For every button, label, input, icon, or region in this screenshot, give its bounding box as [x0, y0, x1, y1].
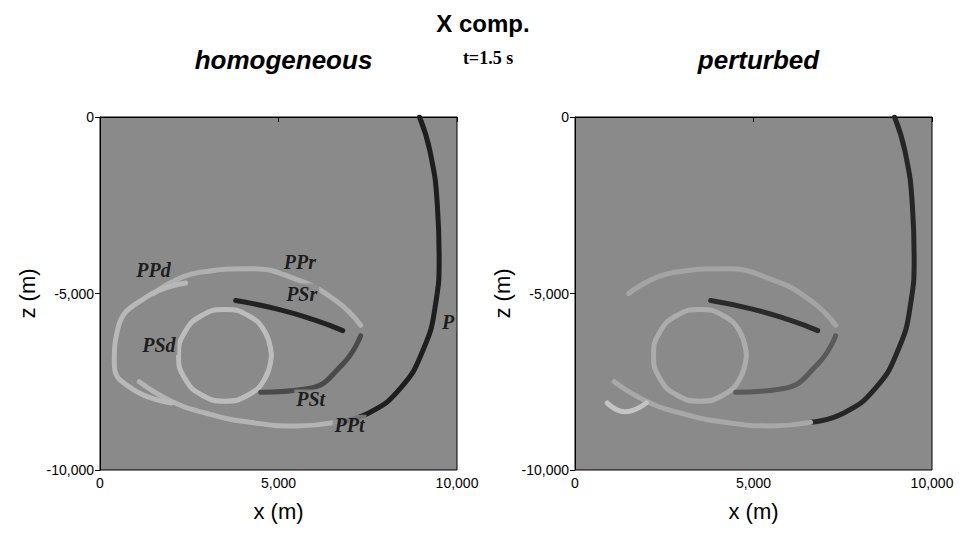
svg-text:5,000: 5,000: [736, 475, 771, 491]
svg-text:-5,000: -5,000: [54, 286, 94, 302]
svg-text:PSd: PSd: [141, 334, 176, 356]
svg-text:x (m): x (m): [728, 499, 778, 524]
svg-text:10,000: 10,000: [436, 475, 479, 491]
svg-text:PSr: PSr: [285, 283, 317, 305]
svg-text:x (m): x (m): [253, 499, 303, 524]
svg-text:-10,000: -10,000: [47, 462, 95, 478]
svg-text:PSt: PSt: [295, 388, 326, 410]
svg-text:0: 0: [96, 475, 104, 491]
svg-text:-10,000: -10,000: [522, 462, 570, 478]
svg-text:0: 0: [571, 475, 579, 491]
svg-text:PPd: PPd: [135, 259, 171, 281]
svg-text:t=1.5 s: t=1.5 s: [463, 48, 513, 68]
svg-text:0: 0: [86, 109, 94, 125]
svg-text:0: 0: [561, 109, 569, 125]
svg-text:P: P: [441, 311, 455, 333]
svg-text:perturbed: perturbed: [697, 45, 820, 75]
svg-text:PPt: PPt: [334, 414, 366, 436]
svg-text:z (m): z (m): [15, 268, 40, 318]
svg-text:homogeneous: homogeneous: [195, 45, 373, 75]
svg-text:5,000: 5,000: [261, 475, 296, 491]
svg-text:z (m): z (m): [490, 268, 515, 318]
svg-text:10,000: 10,000: [911, 475, 954, 491]
svg-text:X comp.: X comp.: [436, 10, 529, 37]
svg-text:-5,000: -5,000: [529, 286, 569, 302]
svg-text:PPr: PPr: [283, 251, 316, 273]
